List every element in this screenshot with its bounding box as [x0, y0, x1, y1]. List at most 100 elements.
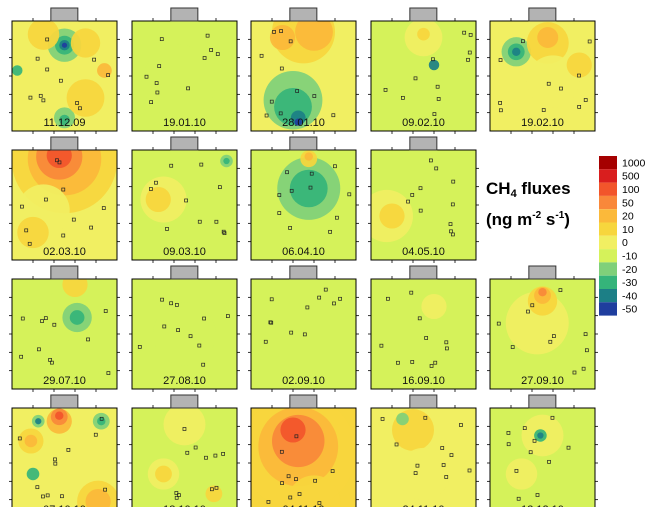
sampling-point [288, 495, 293, 500]
legend-level-label: 50 [622, 197, 634, 209]
flux-contour [61, 42, 68, 48]
sampling-point [459, 423, 463, 427]
sampling-point [40, 319, 44, 323]
legend-level-label: -40 [622, 290, 637, 302]
sampling-point [103, 487, 107, 492]
sampling-point [308, 185, 313, 190]
flux-contour [55, 411, 64, 420]
legend-level-label: -10 [622, 250, 637, 262]
sampling-point [277, 193, 282, 197]
sampling-point [174, 495, 179, 500]
chamber-marker [50, 394, 79, 409]
sampling-point [221, 452, 225, 456]
legend-title-units-a: (ng m [486, 210, 533, 229]
flux-contours [18, 408, 117, 507]
sampling-point [526, 309, 530, 314]
sampling-point [217, 185, 222, 190]
flux-contour [70, 28, 101, 58]
sampling-point [185, 450, 190, 455]
sampling-point [498, 58, 503, 62]
sampling-point [541, 108, 546, 112]
sampling-point [289, 330, 294, 335]
flux-map-panel: 04.05.10 [368, 136, 479, 263]
chamber-marker [289, 394, 318, 409]
legend-level-label: 10 [622, 224, 634, 236]
sampling-point [186, 86, 190, 91]
sampling-point [418, 186, 423, 191]
flux-contour [155, 465, 172, 483]
sampling-point [184, 198, 188, 203]
sampling-point [441, 463, 446, 467]
legend-swatch [599, 222, 617, 236]
sampling-point [45, 493, 50, 498]
sampling-point [406, 199, 410, 204]
map-background [371, 279, 476, 389]
panel-date-label: 04.11.10 [282, 504, 324, 507]
sampling-point [436, 97, 441, 101]
sampling-point [394, 442, 399, 447]
sampling-point [157, 64, 162, 68]
sampling-point [176, 328, 180, 332]
legend-title-line1-text: CH [486, 179, 511, 198]
sampling-point [289, 188, 294, 193]
sampling-point [215, 52, 220, 56]
flux-map-panel: 09.03.10 [129, 136, 240, 263]
sampling-point [24, 228, 29, 233]
sampling-point [558, 288, 563, 292]
sampling-point [448, 222, 453, 226]
legend-title-units-c: ) [564, 210, 570, 229]
flux-contours [421, 293, 447, 320]
chamber-marker [528, 7, 557, 22]
sampling-point [137, 345, 142, 349]
sampling-point [103, 309, 108, 313]
sampling-point [155, 90, 160, 95]
sampling-point [149, 187, 153, 191]
sampling-point [547, 459, 551, 464]
sampling-point [347, 192, 352, 197]
sampling-point [162, 324, 167, 329]
panel-date-label: 27.09.10 [521, 375, 564, 387]
flux-map-panel: 07.10.10 [9, 394, 120, 507]
sampling-point [101, 206, 106, 210]
flux-contours [45, 279, 105, 342]
chamber-marker [289, 136, 318, 151]
flux-map-panel: 09.02.10 [368, 7, 479, 134]
sampling-point [409, 290, 414, 295]
sampling-point [20, 316, 25, 321]
flux-contour [46, 150, 72, 169]
flux-contour [280, 417, 306, 443]
sampling-point [285, 170, 289, 175]
sampling-point [451, 179, 456, 184]
chamber-marker [528, 394, 557, 409]
sampling-point [193, 445, 198, 450]
flux-contours [153, 302, 216, 366]
sampling-point [467, 50, 472, 55]
flux-contour [59, 114, 70, 126]
sampling-point [444, 475, 449, 479]
sampling-point [433, 360, 438, 365]
sampling-point [577, 105, 582, 109]
sampling-point [335, 215, 339, 220]
legend-swatch [599, 262, 617, 276]
sampling-point [93, 432, 98, 437]
sampling-point [386, 296, 390, 301]
sampling-point [277, 211, 282, 215]
panel-date-label: 11.12.09 [43, 117, 85, 129]
panel-date-label: 24.11.10 [402, 504, 444, 507]
sampling-point [213, 453, 218, 458]
sampling-point [548, 339, 553, 344]
sampling-point [53, 457, 57, 462]
flux-map-panel: 18.10.10 [129, 394, 240, 507]
flux-map-panel: 02.09.10 [248, 265, 359, 392]
sampling-point [58, 78, 63, 83]
flux-contours [12, 21, 112, 129]
chamber-marker [409, 136, 438, 151]
sampling-point [45, 37, 50, 42]
sampling-point [498, 108, 503, 113]
flux-contour [428, 59, 440, 71]
sampling-point [204, 455, 208, 460]
sampling-point [28, 95, 33, 100]
sampling-point [449, 453, 454, 457]
flux-contour [397, 447, 450, 501]
sampling-point [429, 364, 434, 368]
